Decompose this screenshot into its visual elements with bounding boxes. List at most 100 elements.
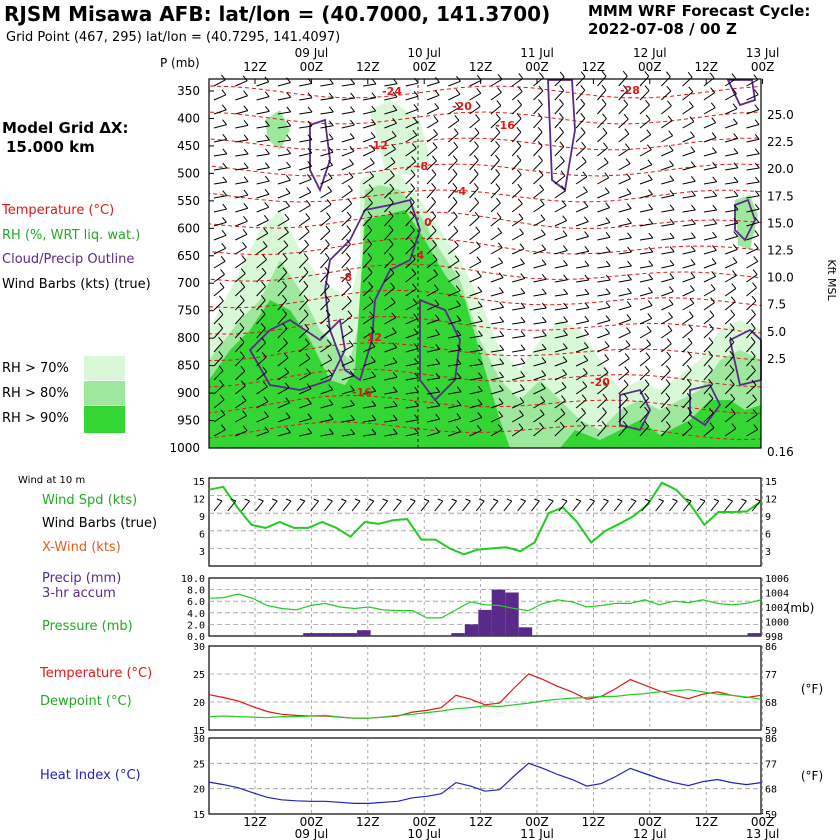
precip-bar — [464, 624, 479, 636]
precip-bar — [343, 633, 358, 636]
panel-tick-right: 86 — [765, 642, 777, 653]
pressure-units: (mb) — [786, 601, 815, 615]
kft-tick: 7.5 — [767, 298, 786, 312]
panel-tick-left: 30 — [193, 734, 205, 745]
kft-axis-title: Kft MSL — [825, 259, 838, 301]
precip-label: Precip (mm) — [42, 571, 122, 586]
pressure-tick: 900 — [177, 386, 200, 400]
legend-rh80: RH > 80% — [2, 386, 69, 401]
temperature-contour-label: -12 — [362, 331, 382, 344]
precip-bar — [303, 633, 317, 636]
panel-tick-left: 20 — [193, 785, 205, 796]
kft-tick: 25.0 — [767, 108, 794, 122]
time-tick-top: 00Z — [300, 60, 324, 74]
temperature-contour-label: -12 — [368, 139, 388, 152]
wind-panel-frame — [208, 477, 762, 567]
time-tick-bottom: 12Z — [694, 815, 718, 829]
temperature-contour-label: -4 — [454, 185, 467, 198]
temperature-line — [208, 673, 762, 719]
time-tick-bottom: 00Z — [412, 815, 436, 829]
date-label-top: 11 Jul — [520, 46, 554, 60]
wind-tick-right: 15 — [765, 477, 777, 488]
temperature-contour-label: -8 — [340, 271, 352, 284]
precip-bar — [316, 633, 331, 636]
pressure-label: Pressure (mb) — [42, 619, 133, 634]
time-tick-top: 00Z — [638, 60, 662, 74]
pressure-tick: 700 — [177, 276, 200, 290]
kft-tick: 15.0 — [767, 216, 794, 230]
temperature-contour-label: -24 — [382, 85, 402, 98]
kft-tick: 5.0 — [767, 325, 786, 339]
date-label-bottom: 13 Jul — [746, 827, 780, 840]
kft-tick: 12.5 — [767, 244, 794, 258]
pressure-tick: 450 — [177, 139, 200, 153]
wind-barbs — [213, 70, 760, 437]
legend-wind: Wind Barbs (kts) (true) — [2, 277, 151, 292]
panel-tick-right: 77 — [765, 759, 777, 770]
temperature-contour-label: -20 — [452, 100, 472, 113]
wind-tick-right: 6 — [765, 530, 771, 541]
pressure-tick: 500 — [177, 166, 200, 180]
temp-units: (°F) — [801, 682, 823, 696]
time-tick-top: 12Z — [469, 60, 493, 74]
time-tick-bottom: 00Z — [638, 815, 662, 829]
pressure-tick: 850 — [177, 359, 200, 373]
rh80-swatch — [84, 381, 125, 405]
cross-section-frame — [208, 78, 762, 449]
precip-bar — [451, 633, 465, 636]
kft-tick: 2.5 — [767, 352, 786, 366]
temp-panel-frame — [208, 645, 762, 731]
precip-bar — [505, 592, 519, 636]
panel-tick-right: 1006 — [765, 574, 789, 585]
panel-tick-left: 25 — [193, 670, 205, 681]
panel-tick-left: 25 — [193, 759, 205, 770]
wind-tick-left: 9 — [199, 512, 205, 523]
precip-bar — [491, 589, 506, 636]
heat-index-line — [208, 762, 762, 805]
wind-tick-left: 15 — [193, 477, 205, 488]
pressure-tick: 600 — [177, 221, 200, 235]
legend-rh70: RH > 70% — [2, 361, 69, 376]
temperature-labels: -24-20-16-12-8-40-4-8-12-16-20-28 — [340, 84, 640, 399]
time-tick-top: 12Z — [243, 60, 267, 74]
panel-tick-right: 1004 — [765, 589, 789, 600]
panel-tick-right: 77 — [765, 670, 777, 681]
legend-rh: RH (%, WRT liq. wat.) — [2, 228, 141, 243]
time-tick-bottom: 12Z — [582, 815, 606, 829]
time-tick-bottom: 00Z — [525, 815, 549, 829]
wind-barb-label: Wind Barbs (true) — [42, 516, 158, 531]
panel-tick-left: 4.0 — [187, 609, 205, 620]
kft-tick: 22.5 — [767, 135, 794, 149]
date-label-bottom: 10 Jul — [407, 827, 441, 840]
pressure-tick: 650 — [177, 249, 200, 263]
time-tick-bottom: 00Z — [751, 815, 775, 829]
wind-barbs-10m — [213, 498, 761, 512]
wind-spd-label: Wind Spd (kts) — [42, 493, 138, 508]
time-tick-bottom: 00Z — [300, 815, 324, 829]
model-grid-value: 15.000 km — [6, 138, 95, 156]
date-label-bottom: 11 Jul — [520, 827, 554, 840]
panel-tick-left: 15 — [193, 726, 205, 737]
panel-tick-right: 998 — [765, 632, 783, 643]
panel-tick-left: 10.0 — [181, 574, 205, 585]
pressure-tick: 950 — [177, 414, 200, 428]
pressure-tick: 400 — [177, 111, 200, 125]
date-label-top: 12 Jul — [633, 46, 667, 60]
temperature-contour-label: -8 — [416, 160, 428, 173]
panel-tick-right: 59 — [765, 726, 777, 737]
date-label-bottom: 09 Jul — [295, 827, 329, 840]
rh90-swatch — [84, 406, 125, 433]
time-tick-top: 00Z — [412, 60, 436, 74]
wind-tick-right: 9 — [765, 512, 771, 523]
wind-tick-right: 12 — [765, 495, 777, 506]
precip-bar — [747, 633, 761, 636]
time-tick-top: 12Z — [356, 60, 380, 74]
temperature-contour-label: -28 — [620, 84, 640, 97]
temperature-contour-label: -20 — [590, 376, 610, 389]
time-tick-bottom: 12Z — [469, 815, 493, 829]
wind-tick-left: 12 — [193, 495, 205, 506]
panel-tick-right: 59 — [765, 810, 777, 821]
pressure-tick: 350 — [177, 84, 200, 98]
cross-section-plot — [209, 79, 761, 448]
precip-bar — [330, 633, 344, 636]
